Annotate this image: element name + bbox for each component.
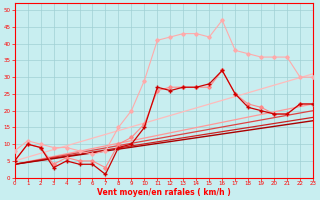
X-axis label: Vent moyen/en rafales ( km/h ): Vent moyen/en rafales ( km/h )	[97, 188, 231, 197]
